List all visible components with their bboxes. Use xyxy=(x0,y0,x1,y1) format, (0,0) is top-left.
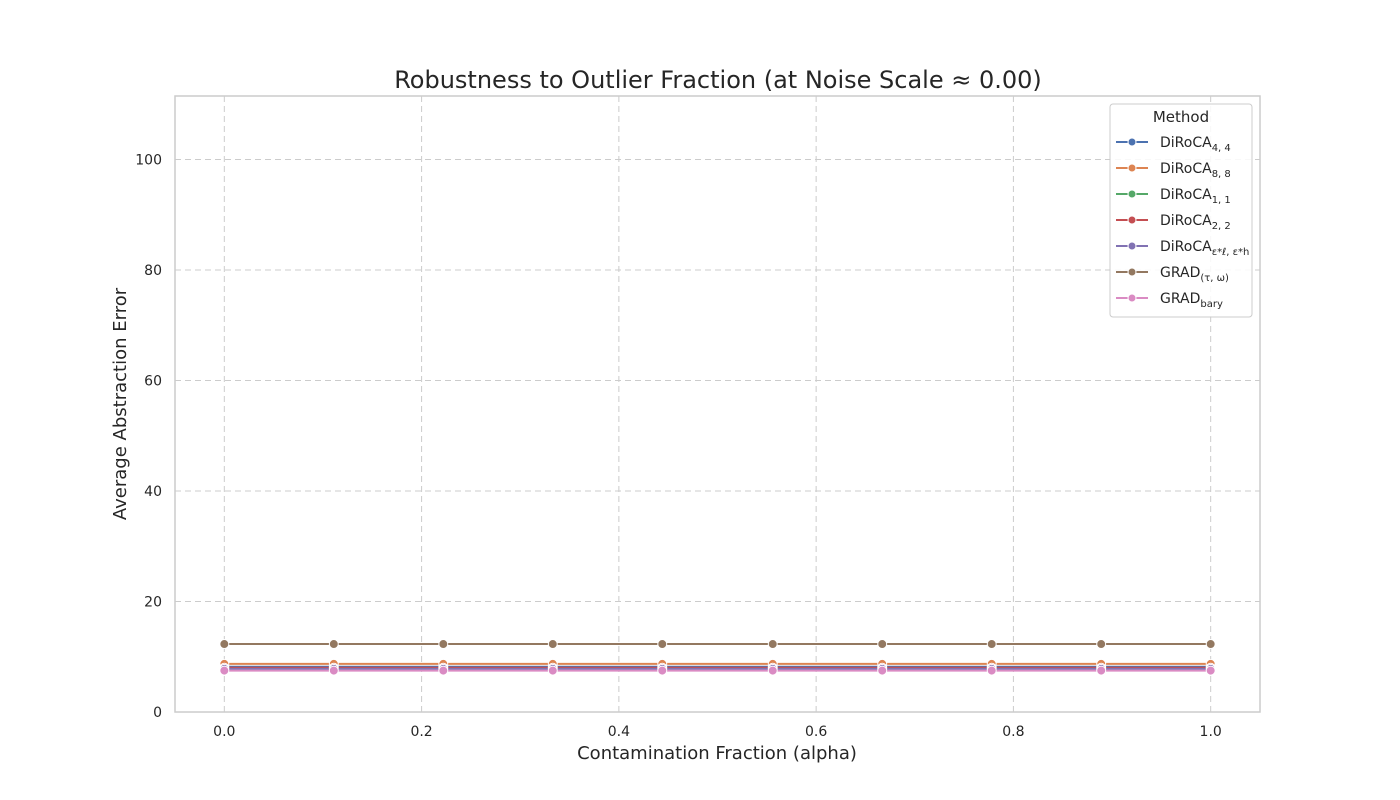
data-point xyxy=(328,665,339,676)
x-axis-label: Contamination Fraction (alpha) xyxy=(577,743,857,764)
x-tick-label: 0.8 xyxy=(1002,724,1024,740)
plot-frame xyxy=(174,95,1261,713)
y-axis-label: Average Abstraction Error xyxy=(110,287,131,520)
legend-swatch-marker xyxy=(1127,241,1137,251)
data-point xyxy=(657,639,668,650)
legend-label: GRAD(τ, ω) xyxy=(1160,265,1229,284)
x-tick-label: 0.6 xyxy=(805,724,827,740)
legend-box xyxy=(1109,103,1253,318)
data-point xyxy=(547,665,558,676)
series xyxy=(219,665,1216,676)
legend-item: DiRoCA1, 1 xyxy=(1116,187,1231,206)
data-point xyxy=(1205,665,1216,676)
data-point xyxy=(547,639,558,650)
x-tick-label: 0.4 xyxy=(608,724,630,740)
chart-title: Robustness to Outlier Fraction (at Noise… xyxy=(394,66,1042,94)
data-point xyxy=(767,665,778,676)
data-point xyxy=(877,665,888,676)
legend-item: DiRoCAε*ℓ, ε*h xyxy=(1116,239,1249,258)
legend-item: GRAD(τ, ω) xyxy=(1116,265,1229,284)
y-tick-label: 20 xyxy=(144,595,162,611)
data-point xyxy=(767,639,778,650)
x-axis-ticks: 0.0 0.2 0.4 0.6 0.8 1.0 xyxy=(213,724,1222,740)
legend-swatch-marker xyxy=(1127,267,1137,277)
series xyxy=(219,639,1216,650)
x-tick-label: 1.0 xyxy=(1200,724,1222,740)
legend-swatch-marker xyxy=(1127,189,1137,199)
data-point xyxy=(219,639,230,650)
data-point xyxy=(438,665,449,676)
series-layer xyxy=(219,639,1216,676)
legend-swatch-marker xyxy=(1127,137,1137,147)
y-tick-label: 60 xyxy=(144,374,162,390)
y-tick-label: 100 xyxy=(135,153,162,169)
y-tick-label: 80 xyxy=(144,263,162,279)
data-point xyxy=(219,665,230,676)
data-point xyxy=(877,639,888,650)
legend-label: DiRoCAε*ℓ, ε*h xyxy=(1160,239,1249,258)
data-point xyxy=(986,639,997,650)
y-tick-label: 0 xyxy=(153,705,162,721)
x-tick-label: 0.0 xyxy=(213,724,235,740)
data-point xyxy=(1205,639,1216,650)
legend-title: Method xyxy=(1153,108,1209,126)
legend-item: DiRoCA8, 8 xyxy=(1116,161,1231,180)
data-point xyxy=(657,665,668,676)
legend-item: GRADbary xyxy=(1116,291,1223,310)
legend-label: DiRoCA8, 8 xyxy=(1160,161,1231,180)
legend-item: DiRoCA2, 2 xyxy=(1116,213,1231,232)
y-axis-ticks: 0 20 40 60 80 100 xyxy=(135,153,162,721)
legend-items: DiRoCA4, 4 DiRoCA8, 8 DiRoCA1, 1 DiRoCA2, 2… xyxy=(1116,135,1249,310)
legend-label: DiRoCA2, 2 xyxy=(1160,213,1231,232)
x-tick-label: 0.2 xyxy=(410,724,432,740)
legend-swatch-marker xyxy=(1127,215,1137,225)
legend-item: DiRoCA4, 4 xyxy=(1116,135,1231,154)
legend-label: DiRoCA4, 4 xyxy=(1160,135,1231,154)
legend-label: DiRoCA1, 1 xyxy=(1160,187,1231,206)
data-point xyxy=(328,639,339,650)
y-tick-label: 40 xyxy=(144,484,162,500)
legend-swatch-marker xyxy=(1127,163,1137,173)
legend-label: GRADbary xyxy=(1160,291,1223,310)
data-point xyxy=(438,639,449,650)
data-point xyxy=(1096,665,1107,676)
legend-swatch-marker xyxy=(1127,293,1137,303)
grid xyxy=(175,96,1260,712)
data-point xyxy=(986,665,997,676)
data-point xyxy=(1096,639,1107,650)
